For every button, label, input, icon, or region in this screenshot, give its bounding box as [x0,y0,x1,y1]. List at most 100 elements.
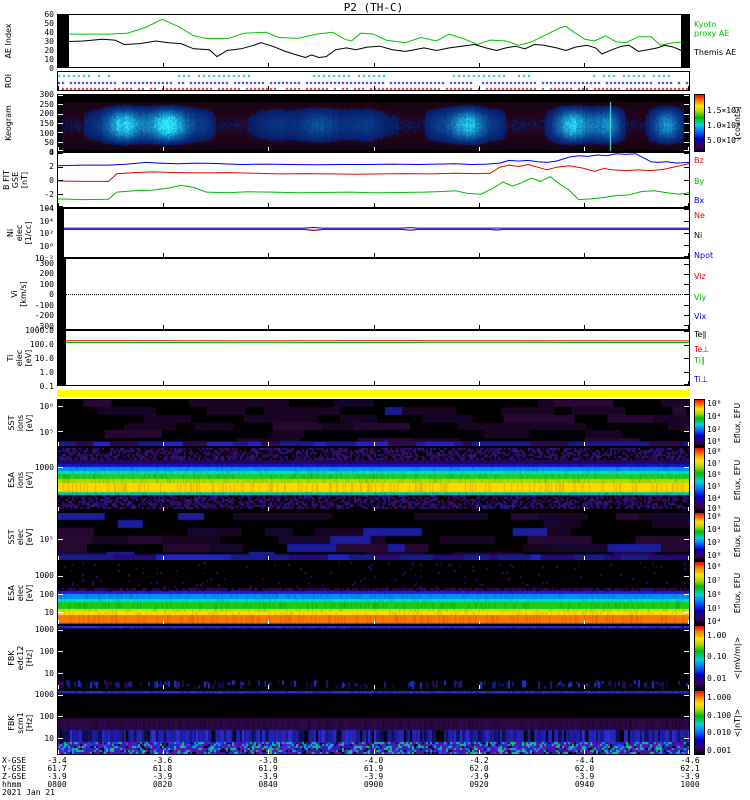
y-tick-mark [684,431,689,432]
y-tick-mark [684,180,689,181]
plot-title: P2 (TH-C) [343,1,404,14]
y-tick-label: 10⁰ [39,241,54,251]
y-tick-label: 10 [44,608,54,618]
x-axis-value: 62.1 [680,764,700,773]
y-tick-label: 4 [49,148,54,157]
x-tick-mark [584,381,585,385]
x-tick-mark [163,507,164,511]
x-axis-value: 0920 [469,780,489,789]
panel-sst_e [57,512,690,561]
x-tick-mark [374,253,375,257]
colorbar-tick-label: 0.100 [707,710,732,720]
legend-b-1: By [694,177,705,186]
x-tick-mark [374,442,375,446]
y-tick-label: 10⁵ [39,534,54,544]
x-tick-mark [479,507,480,511]
x-axis-value: -3.9 [574,772,595,781]
x-axis-row-label-X-GSE: X-GSE [2,756,27,765]
y-tick-label: 10.0 [34,354,54,363]
series-Bz [58,163,689,182]
y-tick-mark [684,66,689,67]
x-tick-mark [58,203,59,207]
colorbar-tick-label: 10⁷ [707,576,722,586]
y-tick-label: 10 [44,54,54,64]
y-tick-mark [58,612,63,613]
x-axis-value: -4.4 [574,756,595,765]
x-axis-value: -3.6 [152,756,173,765]
x-tick-mark [268,507,269,511]
y-tick-mark [58,358,63,359]
x-tick-mark [688,685,689,689]
x-axis-value: -3.9 [680,772,700,781]
colorbar-unit-text-sst_i: Eflux, EFU [732,402,742,444]
x-tick-mark [163,253,164,257]
x-tick-mark [584,750,585,754]
colorbar-sst_i [694,399,705,447]
mode-flag-bar [57,390,690,397]
x-tick-mark [479,203,480,207]
x-tick-mark [688,203,689,207]
y-tick-mark [58,539,63,540]
y-tick-mark [684,331,689,332]
y-tick-label: 0.1 [39,382,54,391]
y-tick-label: 100.0 [29,340,54,349]
spectrogram-sst_e [58,513,689,560]
y-tick-label: 100 [39,128,54,138]
colorbar-tick-label: 10² [707,538,722,548]
x-tick-mark [584,507,585,511]
y-tick-mark [58,630,63,631]
colorbar-tick-label: 10² [707,424,722,434]
series-Kyoto proxy AE [58,18,689,46]
x-tick-mark [688,253,689,257]
x-tick-mark [584,253,585,257]
y-tick-mark [58,206,63,207]
legend-b-0: Bz [694,156,704,165]
series-plot-t [58,340,689,344]
y-tick-mark [58,66,63,67]
data-gap-bar [58,15,69,67]
x-tick-mark [268,203,269,207]
y-tick-label: 1000.0 [25,326,54,335]
ylabel-text-roi: ROI [3,73,13,89]
colorbar-unit-text-fbk1: <|mV/m|> [732,636,742,679]
x-axis-value: 61.9 [363,764,384,773]
y-tick-label: 10⁶ [39,401,54,411]
x-tick-mark [479,685,480,689]
y-tick-label: 10⁴ [39,216,54,226]
x-tick-mark [163,442,164,446]
y-tick-label: -200 [34,311,54,321]
y-tick-label: 1000 [34,571,54,581]
x-tick-mark [58,63,59,67]
x-tick-mark [163,325,164,329]
x-tick-mark [584,203,585,207]
series-plot-ni [58,226,689,232]
x-axis-value: 0940 [574,780,595,789]
x-tick-mark [268,556,269,560]
colorbar-tick-label: 10⁶ [707,511,722,521]
x-tick-mark [479,86,480,90]
colorbar-tick-label: 10⁸ [707,562,722,572]
y-tick-mark [58,132,63,133]
x-tick-mark [374,750,375,754]
legend-t-3: Ti⊥ [694,375,708,384]
x-tick-mark [268,620,269,624]
y-tick-mark [58,95,63,96]
y-tick-label: 200 [39,269,54,279]
legend-ae-1: proxy AE [694,29,730,38]
legend-b-2: Bx [694,196,705,205]
panel-ni [57,208,690,258]
y-tick-label: 50 [44,19,54,29]
y-tick-mark [684,539,689,540]
y-tick-mark [58,284,63,285]
x-tick-mark [268,685,269,689]
y-tick-mark [684,256,689,257]
y-tick-mark [684,167,689,168]
colorbar-fbk1 [694,625,705,690]
x-axis-value: -3.9 [47,772,67,781]
y-tick-mark [58,673,63,674]
y-tick-mark [684,294,689,295]
x-tick-mark [374,147,375,151]
legend-ni-1: Ni [694,231,703,240]
x-axis-row-label-Z-GSE: Z-GSE [2,772,27,781]
x-tick-mark [268,442,269,446]
